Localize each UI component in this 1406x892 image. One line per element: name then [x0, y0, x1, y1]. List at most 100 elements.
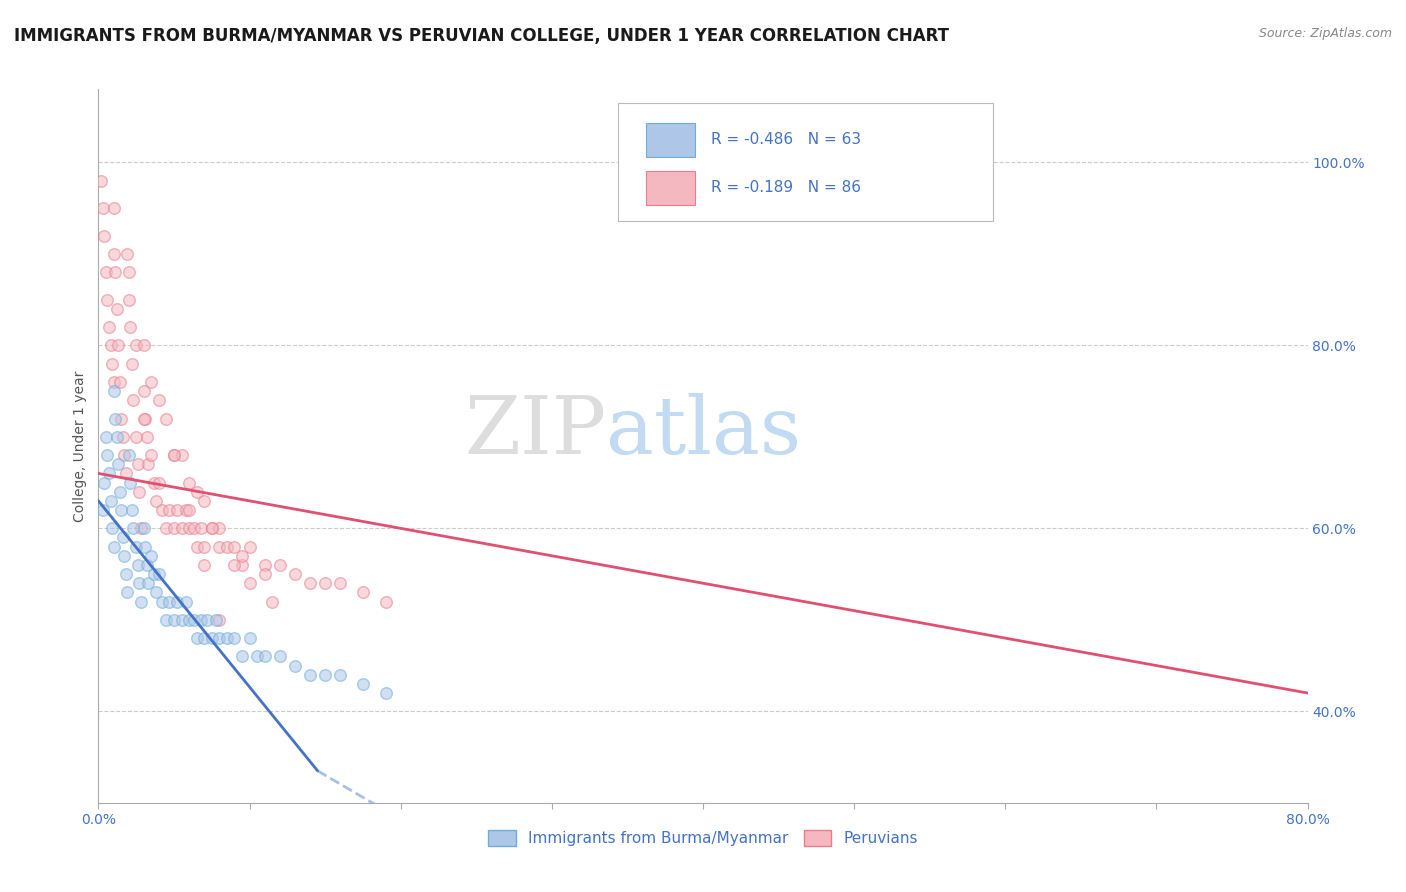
Legend: Immigrants from Burma/Myanmar, Peruvians: Immigrants from Burma/Myanmar, Peruvians [482, 824, 924, 852]
Point [111, 531, 134, 545]
Point [170, 613, 193, 627]
Point [145, 494, 167, 508]
Point [329, 667, 352, 681]
Point [239, 631, 262, 645]
Point [141, 549, 163, 563]
Point [179, 475, 201, 490]
Text: atlas: atlas [606, 392, 801, 471]
Point [224, 558, 246, 572]
Point [96, 448, 118, 462]
Point [136, 458, 159, 472]
Point [103, 384, 125, 398]
Point [193, 494, 215, 508]
Point [159, 503, 181, 517]
Point [163, 613, 186, 627]
Point [166, 594, 188, 608]
Point [103, 540, 125, 554]
Point [208, 540, 231, 554]
Point [166, 503, 188, 517]
Point [314, 576, 336, 591]
Point [145, 585, 167, 599]
Point [183, 521, 205, 535]
Point [104, 265, 127, 279]
Point [135, 430, 157, 444]
Point [231, 549, 253, 563]
Point [163, 448, 186, 462]
Point [132, 411, 155, 425]
Point [134, 411, 156, 425]
Point [205, 613, 228, 627]
Point [115, 585, 138, 599]
Point [100, 494, 122, 508]
Point [127, 458, 149, 472]
Point [179, 521, 201, 535]
Point [108, 375, 131, 389]
Point [111, 430, 134, 444]
Point [135, 558, 157, 572]
Point [170, 448, 193, 462]
Point [150, 594, 173, 608]
Point [125, 338, 148, 352]
Point [179, 503, 201, 517]
Point [120, 475, 142, 490]
Point [125, 540, 148, 554]
Point [159, 594, 181, 608]
Point [163, 448, 186, 462]
Point [201, 631, 224, 645]
Point [101, 357, 124, 371]
Point [269, 649, 291, 664]
Point [170, 521, 193, 535]
Point [107, 458, 129, 472]
Point [239, 576, 262, 591]
Point [118, 448, 141, 462]
Point [284, 567, 307, 582]
Point [374, 686, 396, 700]
Point [174, 503, 197, 517]
Point [174, 594, 197, 608]
Text: IMMIGRANTS FROM BURMA/MYANMAR VS PERUVIAN COLLEGE, UNDER 1 YEAR CORRELATION CHAR: IMMIGRANTS FROM BURMA/MYANMAR VS PERUVIA… [14, 27, 949, 45]
Point [193, 631, 215, 645]
Point [125, 430, 148, 444]
Point [195, 613, 218, 627]
Point [90, 174, 112, 188]
Point [314, 667, 336, 681]
Bar [647, 170, 695, 205]
Point [114, 467, 136, 481]
Point [104, 411, 127, 425]
Point [112, 549, 135, 563]
Point [134, 540, 156, 554]
Point [183, 613, 205, 627]
Point [163, 521, 186, 535]
Point [110, 411, 132, 425]
Point [155, 613, 177, 627]
Point [299, 576, 322, 591]
Point [103, 247, 125, 261]
Text: R = -0.486   N = 63: R = -0.486 N = 63 [711, 132, 862, 147]
Point [114, 567, 136, 582]
Point [352, 677, 374, 691]
Point [201, 521, 224, 535]
Point [186, 540, 208, 554]
FancyBboxPatch shape [619, 103, 993, 221]
Point [193, 558, 215, 572]
Point [186, 631, 208, 645]
Point [94, 430, 117, 444]
Point [91, 201, 114, 215]
Point [118, 293, 141, 307]
Point [93, 475, 115, 490]
Point [129, 521, 152, 535]
Point [224, 540, 246, 554]
Point [284, 658, 307, 673]
Point [215, 540, 238, 554]
Point [127, 558, 149, 572]
Point [129, 594, 152, 608]
Point [246, 649, 269, 664]
Point [141, 448, 163, 462]
Point [98, 467, 121, 481]
Point [107, 338, 129, 352]
Point [100, 338, 122, 352]
Point [179, 613, 201, 627]
Point [93, 228, 115, 243]
Text: R = -0.189   N = 86: R = -0.189 N = 86 [711, 180, 862, 195]
Point [262, 594, 284, 608]
